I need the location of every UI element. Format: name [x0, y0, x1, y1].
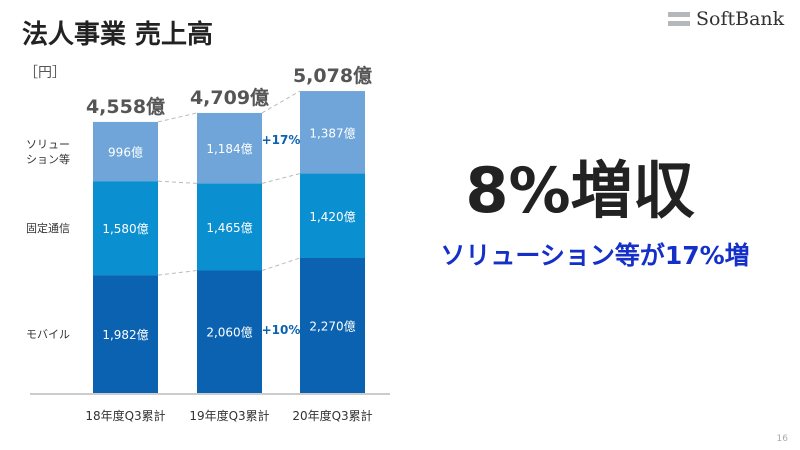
total-label: 5,078億	[293, 64, 372, 87]
bar-2-1	[197, 112, 262, 184]
headline: 8%増収	[465, 154, 695, 227]
total-label: 4,558億	[86, 95, 165, 118]
bar-value-label: 1,580億	[102, 222, 148, 236]
bar-value-label: 2,270億	[309, 319, 355, 333]
connector-line	[261, 173, 301, 184]
subheadline: ソリューション等が17%増	[440, 241, 750, 270]
x-tick-label: 19年度Q3累計	[189, 408, 269, 423]
bar-value-label: 1,465億	[206, 221, 252, 235]
bar-value-label: 1,184億	[206, 142, 252, 156]
legend-mobile: モバイル	[26, 328, 70, 341]
x-tick-label: 20年度Q3累計	[292, 408, 372, 423]
unit-label: ［円］	[24, 65, 66, 81]
bar-value-label: 1,982億	[102, 328, 148, 342]
page-title: 法人事業 売上高	[22, 20, 214, 50]
growth-annotation: +10%	[262, 323, 301, 337]
connector-line	[261, 90, 301, 114]
page-number: 16	[776, 434, 788, 444]
bar-1-2	[300, 173, 365, 258]
legend-solution-2: ション等	[26, 152, 70, 166]
bar-0-2	[300, 257, 365, 393]
bar-0-0	[93, 275, 158, 393]
bar-value-label: 1,387億	[309, 126, 355, 140]
bar-0-1	[197, 270, 262, 393]
connector-line	[157, 269, 198, 276]
bar-value-label: 996億	[108, 146, 143, 160]
bar-value-label: 1,420億	[309, 210, 355, 224]
bar-1-1	[197, 183, 262, 271]
bar-2-0	[93, 121, 158, 182]
legend-fixed: 固定通信	[26, 221, 70, 235]
legend-solution-1: ソリュー	[26, 138, 70, 151]
total-label: 4,709億	[190, 86, 269, 109]
bar-2-2	[300, 91, 365, 174]
x-tick-label: 18年度Q3累計	[85, 408, 165, 423]
growth-annotation: +17%	[262, 133, 301, 147]
softbank-logo: SoftBank	[668, 8, 784, 30]
connector-line	[157, 180, 198, 184]
logo-text: SoftBank	[696, 8, 785, 30]
bar-1-0	[93, 181, 158, 276]
logo-mark-icon	[668, 12, 690, 26]
bar-value-label: 2,060億	[206, 326, 252, 340]
connector-line	[261, 257, 301, 271]
